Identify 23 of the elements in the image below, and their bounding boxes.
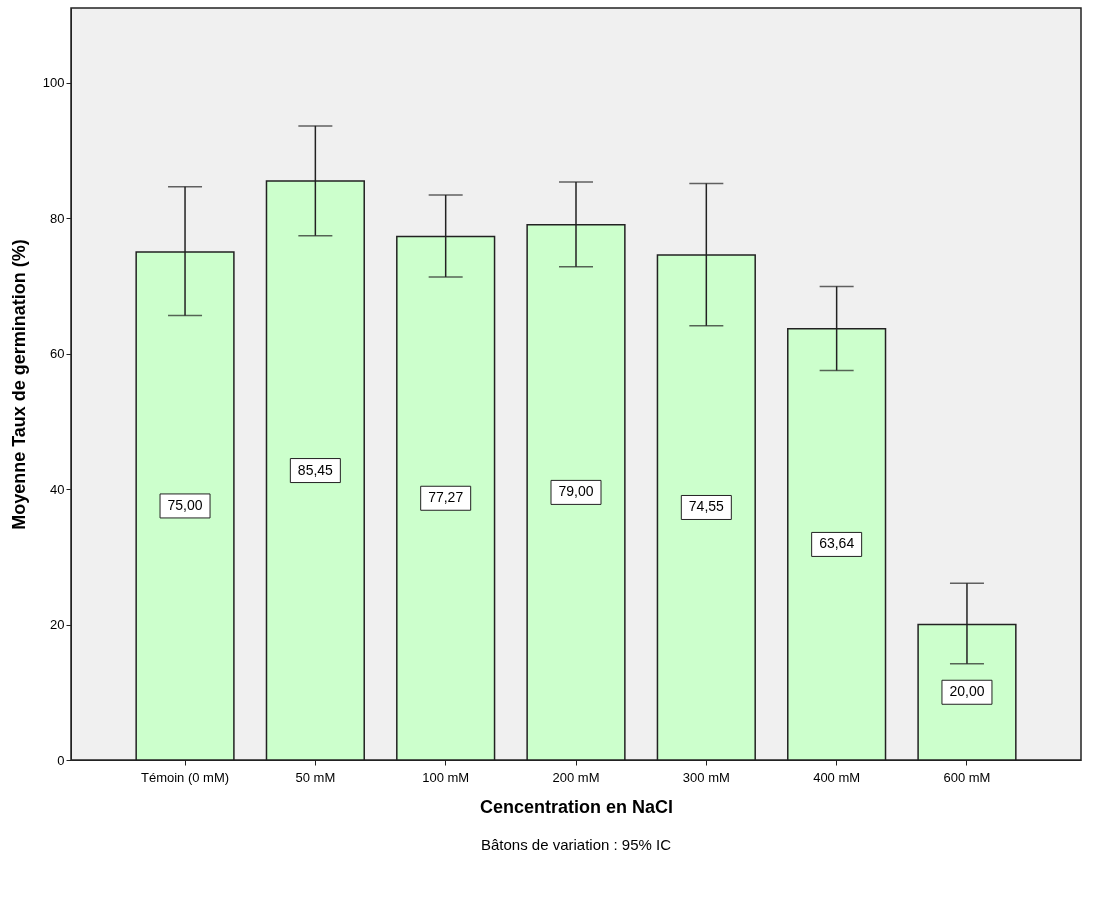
y-tick-label: 20 bbox=[50, 617, 65, 632]
y-tick-label: 40 bbox=[50, 481, 65, 497]
x-tick-label: Témoin (0 mM) bbox=[140, 769, 230, 785]
y-axis-title: Moyenne Taux de germination (%) bbox=[8, 239, 29, 530]
y-tick-label: 80 bbox=[50, 210, 65, 226]
data-label: 63,64 bbox=[819, 535, 855, 552]
y-tick-label: 100 bbox=[42, 75, 65, 91]
data-label: 20,00 bbox=[949, 683, 985, 700]
x-tick-label: 600 mM bbox=[943, 769, 991, 785]
x-axis-title: Cencentration en NaCl bbox=[479, 796, 674, 817]
data-label: 77,27 bbox=[428, 489, 464, 506]
x-tick-label: 400 mM bbox=[813, 769, 861, 785]
data-label: 85,45 bbox=[297, 461, 334, 478]
x-tick-label: 200 mM bbox=[552, 769, 600, 785]
data-label: 74,55 bbox=[688, 498, 725, 515]
x-tick-label: 100 mM bbox=[422, 769, 470, 785]
y-tick-label: 60 bbox=[50, 346, 65, 362]
y-tick-label: 0 bbox=[57, 752, 65, 768]
x-tick-label: 50 mM bbox=[295, 769, 336, 785]
x-tick-label: 300 mM bbox=[682, 769, 730, 785]
data-label: 75,00 bbox=[167, 496, 203, 513]
text: Bâtons de variation : 95% IC bbox=[480, 836, 672, 853]
data-label: 79,00 bbox=[558, 483, 594, 500]
